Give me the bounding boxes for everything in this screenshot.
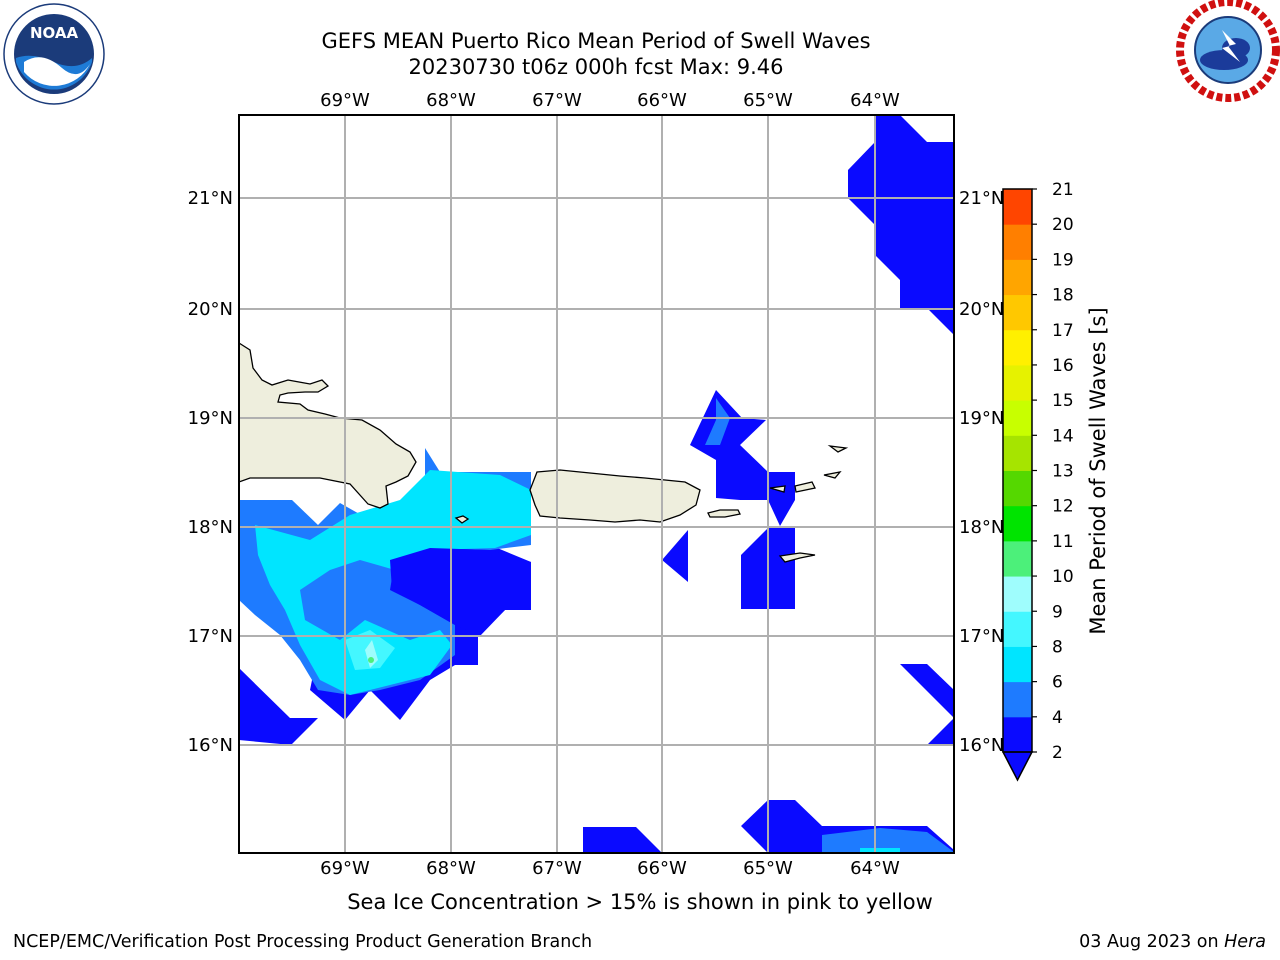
lat-label-left: 17°N: [188, 626, 233, 647]
st-croix: [778, 552, 816, 563]
colorbar-tick-label: 15: [1052, 391, 1074, 411]
colorbar-segment: [1003, 294, 1032, 331]
colorbar-tick-label: 17: [1052, 321, 1074, 341]
lon-label-bottom: 66°W: [637, 858, 687, 879]
virgin-islands-3: [823, 471, 842, 479]
lon-label-bottom: 68°W: [426, 858, 476, 879]
footer-host: Hera: [1224, 932, 1266, 952]
colorbar-segment: [1003, 189, 1032, 225]
virgin-islands-1: [769, 485, 786, 493]
contour-2s-e2: [662, 530, 688, 582]
lat-label-left: 21°N: [188, 188, 233, 209]
anegada: [827, 445, 849, 453]
lat-label-right: 16°N: [959, 735, 1004, 756]
colorbar-tick-label: 16: [1052, 356, 1074, 376]
colorbar-tick-label: 8: [1052, 637, 1063, 657]
colorbar-segment: [1003, 329, 1032, 366]
lon-label-bottom: 67°W: [532, 858, 582, 879]
colorbar-segment: [1003, 611, 1032, 647]
colorbar-segment: [1003, 435, 1032, 471]
mona-island: [454, 515, 470, 524]
colorbar-tick-label: 4: [1052, 708, 1063, 728]
lat-label-right: 19°N: [959, 408, 1004, 429]
vieques: [707, 509, 741, 518]
contour-10s: [368, 657, 374, 663]
lon-label-top: 68°W: [426, 90, 476, 111]
noaa-logo: NOAA: [3, 3, 105, 105]
colorbar-segment: [1003, 540, 1032, 577]
chart-title: GEFS MEAN Puerto Rico Mean Period of Swe…: [321, 29, 871, 53]
contour-2s-se2: [583, 827, 662, 853]
sea-ice-caption: Sea Ice Concentration > 15% is shown in …: [347, 890, 933, 914]
contour-2s-inner: [390, 548, 531, 636]
lon-label-top: 64°W: [850, 90, 900, 111]
map-frame: [238, 114, 955, 854]
colorbar-tick-label: 21: [1052, 180, 1074, 200]
footer-date: 03 Aug 2023 on Hera: [1079, 932, 1266, 952]
graticule: [239, 115, 954, 853]
colorbar-segment: [1003, 505, 1032, 542]
colorbar-tick-label: 20: [1052, 215, 1074, 235]
lon-labels-bottom: 69°W 68°W 67°W 66°W 65°W 64°W: [320, 858, 900, 879]
lat-label-right: 17°N: [959, 626, 1004, 647]
colorbar-segment: [1003, 400, 1032, 436]
contour-2s-sw: [239, 668, 318, 745]
lon-labels-top: 69°W 68°W 67°W 66°W 65°W 64°W: [320, 90, 900, 111]
lat-labels-right: 21°N 20°N 19°N 18°N 17°N 16°N: [959, 188, 1004, 756]
footer-branch: NCEP/EMC/Verification Post Processing Pr…: [13, 932, 593, 952]
contour-6s-se3: [860, 848, 900, 853]
colorbar-extend-triangle: [1001, 751, 1034, 782]
colorbar-tick-label: 11: [1052, 532, 1074, 552]
chart-subtitle: 20230730 t06z 000h fcst Max: 9.46: [408, 55, 784, 79]
colorbar-segment: [1003, 646, 1032, 683]
colorbar: 2 4 6 8 9 10 11 12 13 14 15 16 17 18 19 20 21: [1001, 180, 1074, 782]
colorbar-segment: [1003, 576, 1032, 612]
noaa-logo-text: NOAA: [30, 24, 79, 42]
map-frame-area: [238, 114, 955, 854]
colorbar-segment: [1003, 470, 1032, 507]
colorbar-tick-label: 18: [1052, 286, 1074, 306]
lon-label-bottom: 69°W: [320, 858, 370, 879]
lat-label-right: 18°N: [959, 517, 1004, 538]
colorbar-tick-label: 13: [1052, 462, 1074, 482]
lat-label-left: 16°N: [188, 735, 233, 756]
virgin-islands-2: [794, 481, 816, 493]
nws-logo: [1176, 0, 1280, 102]
lon-label-bottom: 65°W: [743, 858, 793, 879]
colorbar-tick-label: 9: [1052, 602, 1063, 622]
colorbar-tick-label: 19: [1052, 250, 1074, 270]
lat-label-right: 21°N: [959, 188, 1004, 209]
lon-label-top: 69°W: [320, 90, 370, 111]
colorbar-tick-label: 12: [1052, 497, 1074, 517]
colorbar-tick-label: 2: [1052, 743, 1063, 763]
colorbar-label: Mean Period of Swell Waves [s]: [1086, 307, 1110, 634]
lon-label-top: 65°W: [743, 90, 793, 111]
colorbar-tick-label: 14: [1052, 426, 1074, 446]
lon-label-bottom: 64°W: [850, 858, 900, 879]
lon-label-top: 67°W: [532, 90, 582, 111]
colorbar-tick-label: 6: [1052, 673, 1063, 693]
colorbar-segment: [1003, 716, 1032, 753]
colorbar-segment: [1003, 681, 1032, 718]
lat-label-left: 19°N: [188, 408, 233, 429]
lon-label-top: 66°W: [637, 90, 687, 111]
colorbar-segment: [1003, 224, 1032, 260]
contour-4s-se3: [822, 828, 954, 852]
footer-date-text: 03 Aug 2023 on: [1079, 932, 1225, 952]
puerto-rico-land: [529, 469, 701, 523]
colorbar-segment: [1003, 364, 1032, 401]
lat-label-left: 20°N: [188, 299, 233, 320]
lat-label-left: 18°N: [188, 517, 233, 538]
colorbar-tick-label: 10: [1052, 567, 1074, 587]
contour-4s-e1: [705, 398, 730, 445]
lat-labels-left: 21°N 20°N 19°N 18°N 17°N 16°N: [188, 188, 233, 756]
contour-2s-se1: [900, 664, 954, 745]
colorbar-segment: [1003, 259, 1032, 296]
lat-label-right: 20°N: [959, 299, 1004, 320]
